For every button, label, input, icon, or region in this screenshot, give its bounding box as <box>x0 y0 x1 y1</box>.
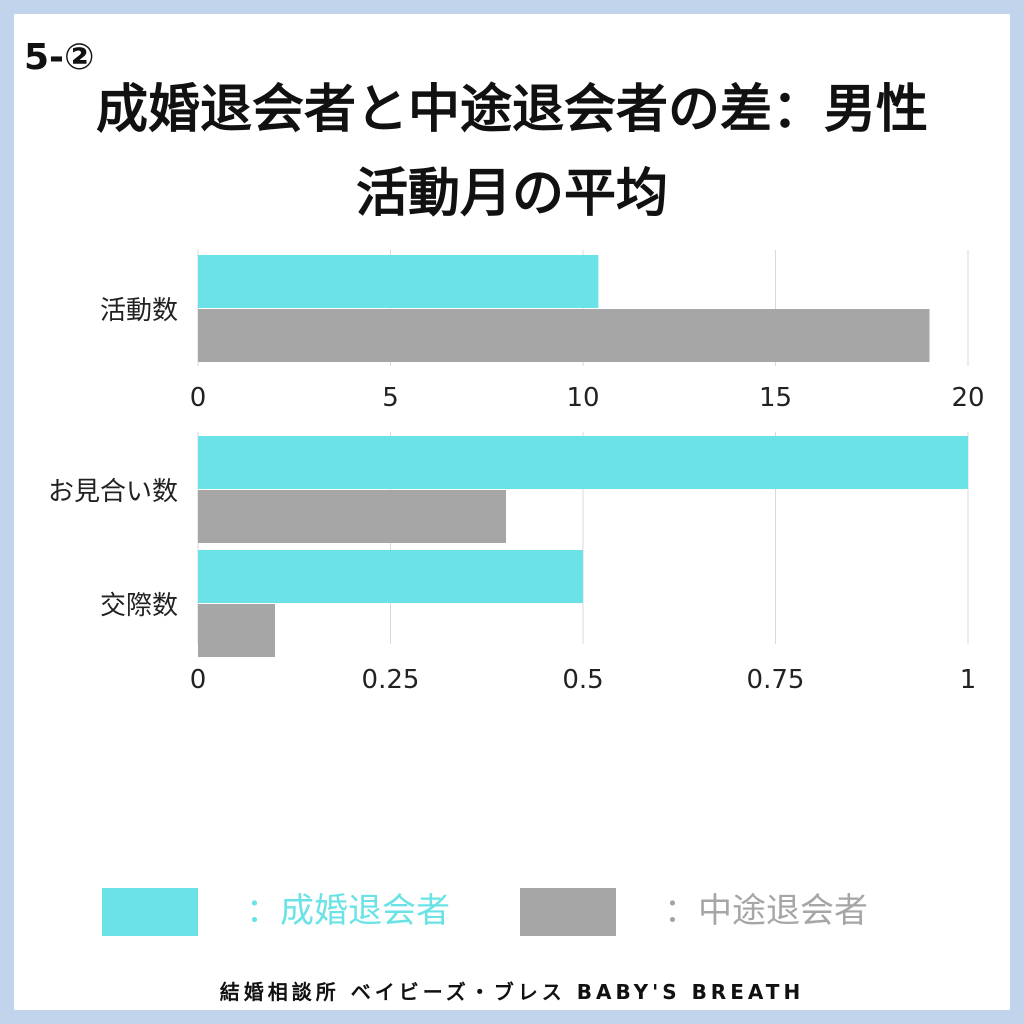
bar-dropout-0-0 <box>198 309 930 362</box>
footer-brand: 結婚相談所 ベイビーズ・ブレス BABY'S BREATH <box>219 980 805 1004</box>
legend-label-married: ：成婚退会者 <box>246 891 450 931</box>
infographic-card: 5-② 成婚退会者と中途退会者の差：男性 活動月の平均 活動数 0 5 10 15 20 お… <box>14 14 1010 1010</box>
tick-label-0-0: 0 <box>190 383 207 413</box>
tick-label-0-2: 10 <box>566 383 599 413</box>
page-subtitle: 活動月の平均 <box>355 164 668 224</box>
category-label-0-0: 活動数 <box>100 296 178 326</box>
tick-label-1-3: 0.75 <box>747 665 805 695</box>
legend-label-dropout: ：中途退会者 <box>664 891 868 931</box>
legend-swatch-dropout <box>520 888 616 936</box>
tick-label-1-4: 1 <box>960 665 977 695</box>
tick-label-1-1: 0.25 <box>362 665 420 695</box>
bar-married-1-1 <box>198 550 583 603</box>
tick-label-0-3: 15 <box>759 383 792 413</box>
bar-dropout-1-0 <box>198 490 506 543</box>
section-number: 5-② <box>24 37 95 78</box>
tick-label-0-1: 5 <box>382 383 399 413</box>
bar-dropout-1-1 <box>198 604 275 657</box>
bar-married-1-0 <box>198 436 968 489</box>
category-label-1-0: お見合い数 <box>48 477 178 507</box>
tick-label-0-4: 20 <box>951 383 984 413</box>
tick-label-1-0: 0 <box>190 665 207 695</box>
tick-label-1-2: 0.5 <box>562 665 603 695</box>
legend-swatch-married <box>102 888 198 936</box>
page-title: 成婚退会者と中途退会者の差：男性 <box>95 80 928 140</box>
bar-married-0-0 <box>198 255 599 308</box>
category-label-1-1: 交際数 <box>100 591 178 621</box>
